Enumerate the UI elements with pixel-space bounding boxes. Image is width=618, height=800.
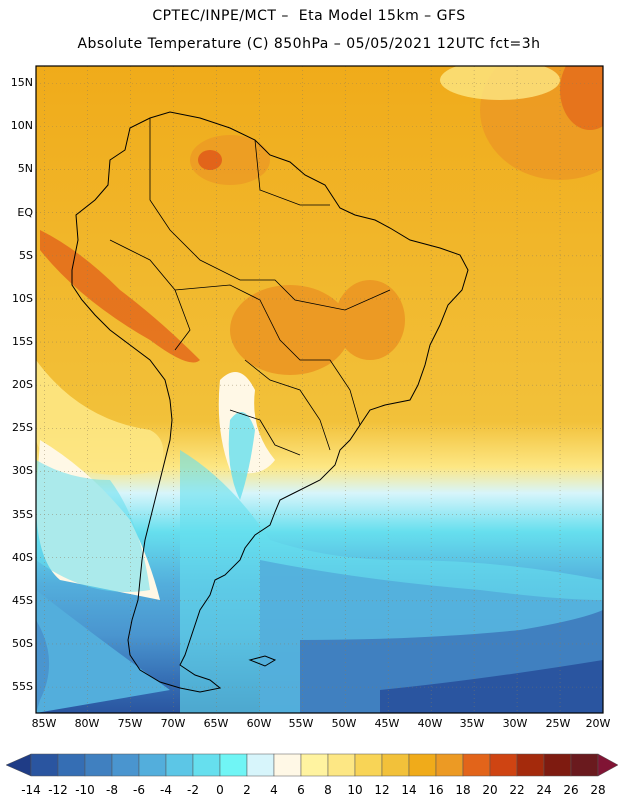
color-scale-swatch — [30, 753, 59, 777]
color-scale-swatch — [435, 753, 464, 777]
color-scale-swatch — [192, 753, 221, 777]
color-scale-label: 10 — [347, 783, 362, 797]
lon-label: 40W — [418, 717, 443, 730]
color-scale-label: -4 — [160, 783, 172, 797]
lon-label: 30W — [503, 717, 528, 730]
lon-label: 85W — [32, 717, 57, 730]
color-scale-label: 18 — [455, 783, 470, 797]
color-scale-swatch — [246, 753, 275, 777]
lon-label: 65W — [204, 717, 229, 730]
color-scale-max-arrow — [597, 753, 618, 777]
lat-lon-grid — [36, 66, 603, 713]
color-scale-label: 22 — [509, 783, 524, 797]
longitude-labels: 85W 80W 75W 70W 65W 60W 55W 50W 45W 40W … — [32, 717, 611, 730]
color-scale-swatch — [111, 753, 140, 777]
lon-label: 20W — [586, 717, 611, 730]
temperature-map: 15N 10N 5N EQ 5S 10S 15S 20S 25S 30S 35S… — [11, 65, 611, 730]
map-title-source: CPTEC/INPE/MCT – Eta Model 15km – GFS — [152, 8, 466, 24]
color-scale-swatch — [408, 753, 437, 777]
lat-label: 5N — [18, 162, 33, 175]
color-scale-label: -6 — [133, 783, 145, 797]
map-title-field: Absolute Temperature (C) 850hPa – 05/05/… — [77, 36, 541, 52]
lat-label: 35S — [12, 508, 33, 521]
map-frame — [35, 65, 604, 714]
lon-label: 75W — [118, 717, 143, 730]
color-scale-swatch — [57, 753, 86, 777]
lon-label: 45W — [375, 717, 400, 730]
lat-label: 15N — [11, 76, 33, 89]
lat-label: 30S — [12, 464, 33, 477]
color-scale-swatch — [516, 753, 545, 777]
lat-label: 25S — [12, 421, 33, 434]
color-scale-swatch — [489, 753, 518, 777]
country-borders — [109, 118, 391, 456]
color-scale-label: 8 — [324, 783, 332, 797]
color-scale-swatch — [219, 753, 248, 777]
color-scale-swatch — [381, 753, 410, 777]
color-scale-swatch — [300, 753, 329, 777]
color-scale-swatch — [462, 753, 491, 777]
lon-label: 80W — [75, 717, 100, 730]
color-scale-min-arrow — [5, 753, 32, 777]
color-scale-labels: -14 -12 -10 -8 -6 -4 -2 0 2 4 6 8 10 12 … — [21, 783, 605, 797]
lat-label: 40S — [12, 551, 33, 564]
lat-label: EQ — [17, 206, 33, 219]
lat-label: 20S — [12, 378, 33, 391]
color-scale-label: -10 — [75, 783, 95, 797]
lon-label: 55W — [289, 717, 314, 730]
color-scale-swatches — [5, 753, 618, 777]
color-scale-label: -8 — [106, 783, 118, 797]
color-scale-swatch — [273, 753, 302, 777]
color-scale-label: 4 — [270, 783, 278, 797]
lon-label: 50W — [332, 717, 357, 730]
lat-label: 50S — [12, 637, 33, 650]
coastlines-and-borders — [71, 111, 469, 693]
south-america-coastline — [71, 111, 469, 693]
color-scale-swatch — [84, 753, 113, 777]
color-scale-label: -2 — [187, 783, 199, 797]
lat-label: 15S — [12, 335, 33, 348]
color-scale-label: 6 — [297, 783, 305, 797]
lat-label: 10N — [11, 119, 33, 132]
color-scale-label: 0 — [216, 783, 224, 797]
color-scale-label: 16 — [428, 783, 443, 797]
color-scale-label: -14 — [21, 783, 41, 797]
color-scale-label: 14 — [401, 783, 416, 797]
color-scale-swatch — [327, 753, 356, 777]
color-scale-label: 28 — [590, 783, 605, 797]
color-scale-label: 2 — [243, 783, 251, 797]
color-scale-label: 12 — [374, 783, 389, 797]
color-scale-label: 24 — [536, 783, 551, 797]
color-scale-label: 26 — [563, 783, 578, 797]
lon-label: 25W — [546, 717, 571, 730]
falkland-islands — [248, 655, 277, 667]
lon-label: 60W — [247, 717, 272, 730]
lat-label: 45S — [12, 594, 33, 607]
color-scale-swatch — [138, 753, 167, 777]
color-scale-label: -12 — [48, 783, 68, 797]
color-scale-swatch — [570, 753, 599, 777]
color-scale-swatch — [165, 753, 194, 777]
temperature-field — [36, 66, 603, 713]
lat-label: 10S — [12, 292, 33, 305]
color-scale-swatch — [543, 753, 572, 777]
color-scale-label: 20 — [482, 783, 497, 797]
lat-label: 5S — [19, 249, 33, 262]
lon-label: 70W — [161, 717, 186, 730]
latitude-labels: 15N 10N 5N EQ 5S 10S 15S 20S 25S 30S 35S… — [11, 76, 34, 693]
lon-label: 35W — [460, 717, 485, 730]
lat-label: 55S — [12, 680, 33, 693]
color-scale-legend: -14 -12 -10 -8 -6 -4 -2 0 2 4 6 8 10 12 … — [5, 753, 618, 797]
color-scale-swatch — [354, 753, 383, 777]
